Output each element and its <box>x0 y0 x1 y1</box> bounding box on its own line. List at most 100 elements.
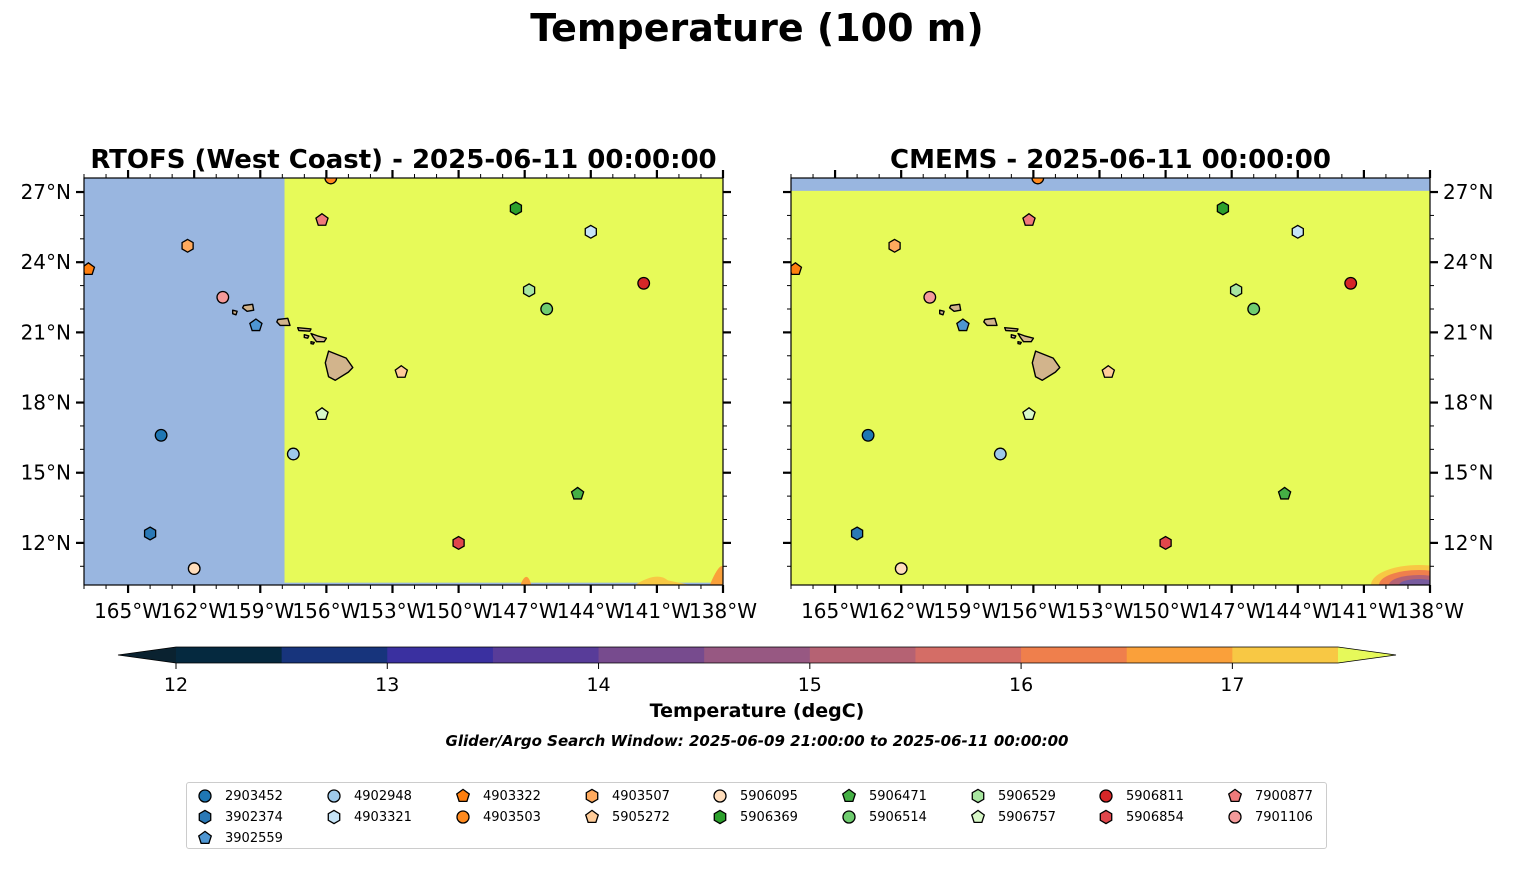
legend-label: 4902948 <box>354 788 412 804</box>
legend-marker <box>841 788 857 802</box>
lon-tick-label: 138°W <box>689 599 757 623</box>
colorbar-bin <box>1232 647 1339 663</box>
circle-marker-icon <box>198 789 212 803</box>
legend-marker <box>1099 789 1113 803</box>
station-legend: 2903452 4902948 4903322 4903507 5906095 59064… <box>186 782 1327 849</box>
station-4903507-marker <box>181 238 194 253</box>
station-7900877-marker <box>1022 212 1036 226</box>
pentagon-marker-icon <box>970 809 986 823</box>
colorbar-tick-label: 17 <box>1220 674 1244 696</box>
circle-marker-icon <box>1228 810 1242 824</box>
temperature-field <box>84 178 723 585</box>
colorbar-bin <box>1021 647 1128 663</box>
legend-entry-4903322: 4903322 <box>453 786 541 806</box>
legend-marker <box>1227 788 1243 802</box>
hexagon-marker-icon <box>198 809 212 825</box>
lon-tick-label: 144°W <box>557 599 625 623</box>
station-2903452-marker <box>861 428 875 442</box>
legend-label: 4903322 <box>483 788 541 804</box>
station-3902559-marker <box>249 318 263 332</box>
panel-title: CMEMS - 2025-06-11 00:00:00 <box>890 145 1331 175</box>
warm-patch <box>634 576 690 585</box>
station-5906471-marker <box>570 486 585 500</box>
colorbar-bin <box>176 647 283 663</box>
colorbar-bin <box>704 647 811 663</box>
legend-marker <box>842 810 856 824</box>
legend-label: 5906095 <box>740 788 798 804</box>
lat-tick-label: 18°N <box>21 391 71 415</box>
hexagon-marker-icon <box>713 809 727 825</box>
search-window-caption: Glider/Argo Search Window: 2025-06-09 21… <box>445 732 1069 750</box>
lon-tick-label: 156°W <box>292 599 360 623</box>
lat-tick-label: 12°N <box>1443 531 1493 555</box>
colorbar-bin <box>1126 647 1233 663</box>
lat-tick-label: 15°N <box>1443 461 1493 485</box>
station-4903503-marker <box>1031 178 1045 185</box>
map-frame <box>83 177 724 586</box>
station-5906811-marker <box>1344 276 1358 290</box>
circle-marker-icon <box>327 789 341 803</box>
lon-tick-label: 147°W <box>491 599 559 623</box>
station-4903321-marker <box>1291 224 1304 239</box>
pentagon-marker-icon <box>455 788 471 802</box>
station-4902948-marker <box>993 447 1007 461</box>
colorbar-bin <box>809 647 916 663</box>
legend-entry-4902948: 4902948 <box>324 786 412 806</box>
legend-entry-4903321: 4903321 <box>324 807 412 827</box>
pentagon-marker-icon <box>841 788 857 802</box>
lat-tick-label: 18°N <box>1443 391 1493 415</box>
lon-tick-label: 159°W <box>933 599 1001 623</box>
colorbar-bin <box>281 647 388 663</box>
lon-tick-label: 147°W <box>1198 599 1266 623</box>
station-5905272-marker <box>394 364 409 378</box>
axis-ticks <box>76 170 731 593</box>
colorbar-bin <box>492 647 600 663</box>
lon-tick-label: 165°W <box>94 599 162 623</box>
legend-entry-5906514: 5906514 <box>839 807 927 827</box>
legend-entry-5906854: 5906854 <box>1096 807 1184 827</box>
lat-tick-label: 27°N <box>21 180 71 204</box>
lon-tick-label: 153°W <box>359 599 427 623</box>
lon-tick-label: 165°W <box>801 599 869 623</box>
pentagon-marker-icon <box>584 809 600 823</box>
lanai-island <box>303 334 310 339</box>
station-5906095-marker <box>187 562 201 576</box>
maui-island <box>1017 332 1035 343</box>
legend-entry-5906369: 5906369 <box>710 807 798 827</box>
lon-tick-label: 141°W <box>623 599 691 623</box>
hexagon-marker-icon <box>1099 809 1113 825</box>
colorbar-tick-label: 14 <box>586 674 610 696</box>
legend-entry-5906095: 5906095 <box>710 786 798 806</box>
panel-title: RTOFS (West Coast) - 2025-06-11 00:00:00 <box>90 145 716 175</box>
lon-tick-label: 159°W <box>226 599 294 623</box>
station-5906095-marker <box>894 562 908 576</box>
kahoolawe-island <box>1017 341 1022 345</box>
molokai-island <box>297 327 312 332</box>
legend-entry-5906757: 5906757 <box>968 807 1056 827</box>
legend-entry-4903507: 4903507 <box>582 786 670 806</box>
station-5906514-marker <box>540 302 554 316</box>
station-5906369-marker <box>1216 201 1230 216</box>
legend-label: 4903321 <box>354 809 412 825</box>
circle-marker-icon <box>1099 789 1113 803</box>
legend-marker <box>198 809 212 825</box>
no-data-strip <box>284 582 723 585</box>
hexagon-marker-icon <box>971 788 985 804</box>
colorbar-bin <box>598 647 705 663</box>
station-2903452-marker <box>154 428 168 442</box>
lat-tick-label: 21°N <box>1443 320 1493 344</box>
station-4903507-marker <box>888 238 901 253</box>
legend-entry-5906471: 5906471 <box>839 786 927 806</box>
lat-tick-label: 24°N <box>21 250 71 274</box>
legend-entry-2903452: 2903452 <box>195 786 283 806</box>
station-5906854-marker <box>452 535 465 551</box>
lat-tick-label: 12°N <box>21 531 71 555</box>
station-7900877-marker <box>315 212 329 226</box>
lon-tick-label: 153°W <box>1066 599 1134 623</box>
legend-marker <box>455 788 471 802</box>
axis-ticks <box>783 170 1438 593</box>
station-5906757-marker <box>315 407 329 421</box>
station-5906369-marker <box>509 201 523 216</box>
oahu-island <box>276 317 291 327</box>
